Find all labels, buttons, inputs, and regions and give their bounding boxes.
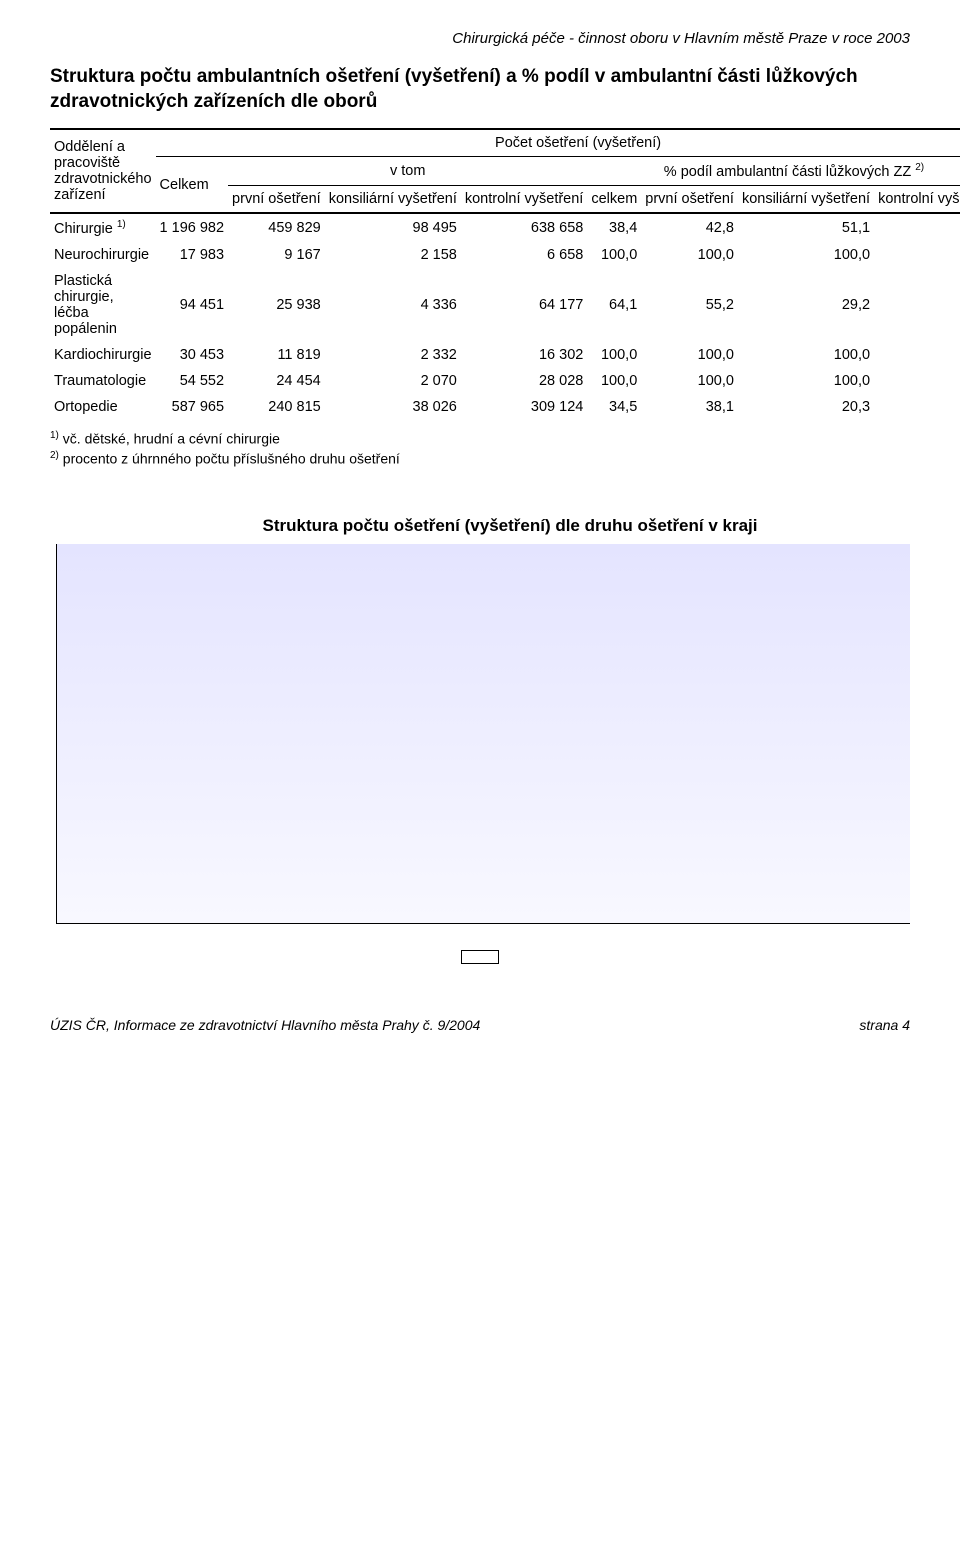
fn2-sup: 2): [50, 450, 59, 461]
col-pct-konsil: konsiliární vyšetření: [738, 186, 874, 214]
footnotes: 1) vč. dětské, hrudní a cévní chirurgie …: [50, 430, 910, 466]
footer-right: strana 4: [859, 1017, 910, 1033]
fn1: vč. dětské, hrudní a cévní chirurgie: [59, 431, 280, 447]
col-celkem: Celkem: [156, 157, 229, 213]
table-row: Neurochirurgie17 9839 1672 1586 658100,0…: [50, 242, 960, 268]
chart-title: Struktura počtu ošetření (vyšetření) dle…: [110, 516, 910, 536]
table-row: Ortopedie587 965240 81538 026309 12434,5…: [50, 394, 960, 420]
fn2: procento z úhrnného počtu příslušného dr…: [59, 450, 400, 466]
data-table: Oddělení a pracoviště zdravotnického zař…: [50, 128, 960, 420]
group1: v tom: [228, 157, 587, 186]
col-pct-celkem: celkem: [587, 186, 641, 214]
chart-legend: [461, 950, 499, 964]
table-row: Plastická chirurgie, léčba popálenin94 4…: [50, 268, 960, 342]
table-row: Kardiochirurgie30 45311 8192 33216 30210…: [50, 342, 960, 368]
table-row: Traumatologie54 55224 4542 07028 028100,…: [50, 368, 960, 394]
chart: Struktura počtu ošetření (vyšetření) dle…: [50, 516, 910, 967]
footer-left: ÚZIS ČR, Informace ze zdravotnictví Hlav…: [50, 1017, 480, 1033]
col-pct-kontrol: kontrolní vyšetření: [874, 186, 960, 214]
table-row: Chirurgie 1)1 196 982459 82998 495638 65…: [50, 213, 960, 242]
col-prvni: první ošetření: [228, 186, 325, 214]
page-header: Chirurgická péče - činnost oboru v Hlavn…: [50, 30, 910, 47]
col-pct-prvni: první ošetření: [641, 186, 738, 214]
chart-plot: [56, 544, 910, 924]
row-header-label: Oddělení a pracoviště zdravotnického zař…: [50, 129, 156, 213]
fn1-sup: 1): [50, 430, 59, 441]
super-header: Počet ošetření (vyšetření): [156, 129, 960, 157]
page-title: Struktura počtu ambulantních ošetření (v…: [50, 65, 910, 114]
col-kontrol: kontrolní vyšetření: [461, 186, 587, 214]
group2: % podíl ambulantní části lůžkových ZZ 2): [587, 157, 960, 186]
col-konsil: konsiliární vyšetření: [325, 186, 461, 214]
